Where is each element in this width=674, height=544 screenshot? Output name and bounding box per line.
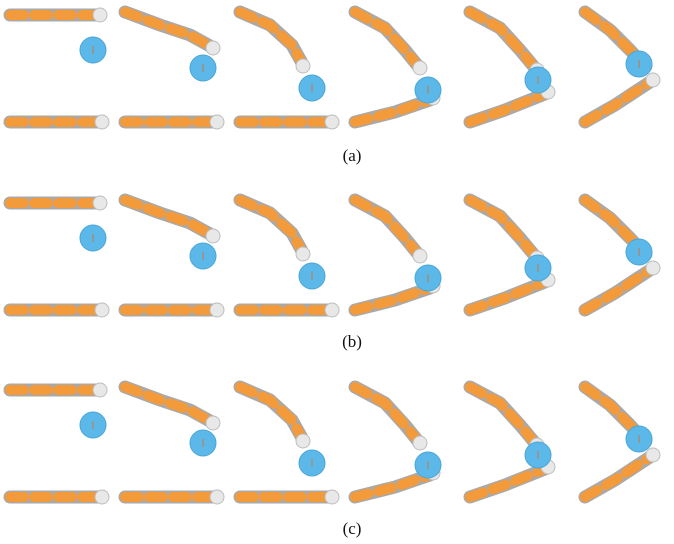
panel-c <box>10 383 660 504</box>
panel-label: (b) <box>342 332 362 351</box>
panel-label: (a) <box>343 146 362 165</box>
panel-b <box>10 196 660 317</box>
panel-a <box>10 8 660 129</box>
panel-label: (c) <box>343 519 362 538</box>
figure: (a) (b) (c) <box>0 0 674 544</box>
